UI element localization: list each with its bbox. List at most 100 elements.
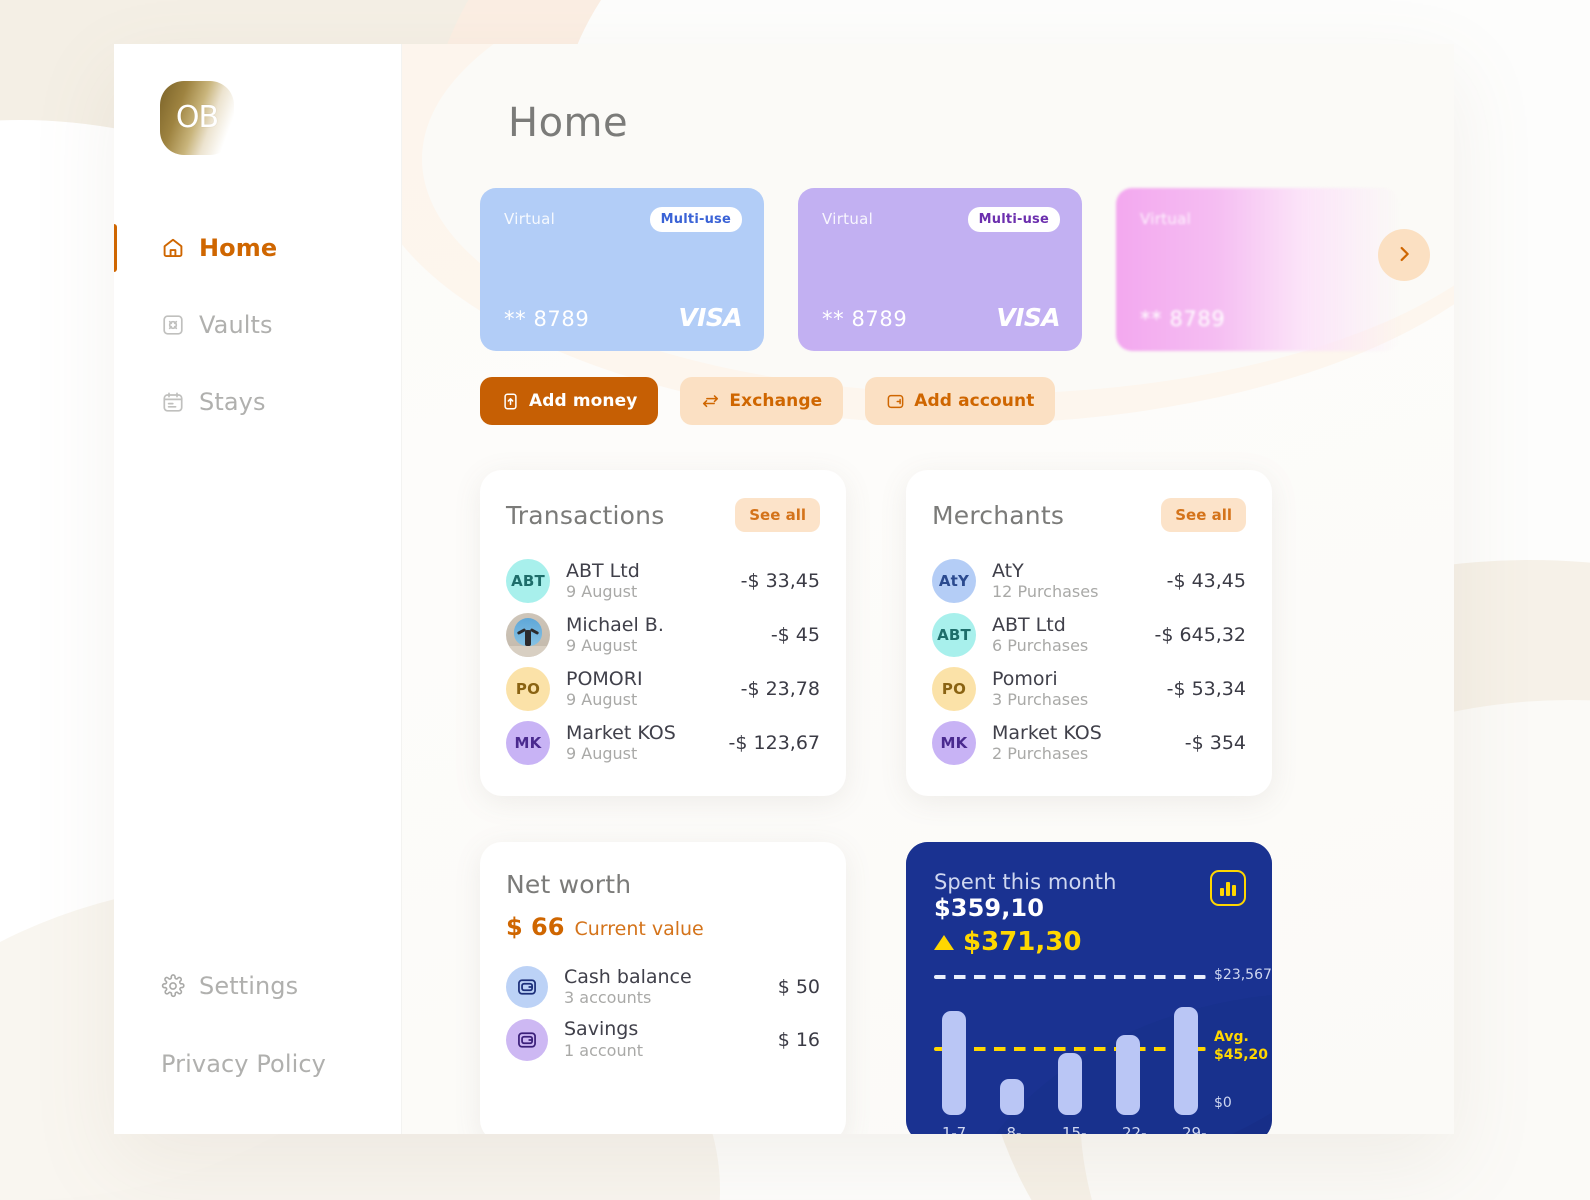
- payment-card[interactable]: Virtual Multi-use ** 8789 VISA: [798, 187, 1082, 351]
- spending-chart-inner: Spent this month $359,10 $371,30: [934, 870, 1272, 1134]
- add-account-button[interactable]: Add account: [865, 377, 1056, 425]
- transactions-title: Transactions: [506, 500, 665, 530]
- net-worth-title: Net worth: [506, 870, 632, 899]
- spent-this-month: Spent this month $359,10: [934, 870, 1210, 922]
- payment-card[interactable]: Virtual Multi-use ** 8789 VISA: [480, 187, 764, 351]
- chart-bar[interactable]: [1116, 1035, 1140, 1115]
- bar-chart-icon-bar: [1226, 882, 1230, 896]
- table-row[interactable]: PO POMORI 9 August -$ 23,78: [506, 662, 820, 716]
- merchant-amount: -$ 645,32: [1154, 624, 1246, 646]
- list-item-info: Cash balance 3 accounts: [564, 966, 762, 1008]
- spending-header: Spent this month $359,10 $371,30: [934, 870, 1246, 957]
- chart-bar[interactable]: [1058, 1053, 1082, 1115]
- card-number: ** 8789: [822, 306, 908, 331]
- exchange-icon: [701, 392, 720, 411]
- vault-icon: [161, 313, 185, 337]
- merchant-amount: -$ 43,45: [1166, 570, 1246, 592]
- transaction-name: Michael B.: [566, 613, 664, 636]
- add-money-button[interactable]: Add money: [480, 377, 659, 425]
- transaction-date: 9 August: [566, 744, 638, 764]
- chart-bar[interactable]: [1000, 1079, 1024, 1115]
- transaction-amount: -$ 23,78: [740, 678, 820, 700]
- merchants-panel: Merchants See all AtY AtY 12 Purchases -…: [906, 470, 1272, 796]
- add-account-icon: [886, 392, 905, 411]
- payment-card[interactable]: Virtual ** 8789: [1116, 187, 1400, 351]
- avatar: AtY: [932, 559, 976, 603]
- exchange-label: Exchange: [729, 391, 823, 411]
- chart-bars: [942, 975, 1198, 1115]
- transaction-amount: -$ 45: [770, 624, 820, 646]
- chart-x-label: 15-21: [1062, 1124, 1087, 1134]
- chart-average-label: Avg. $45,20: [1214, 1029, 1268, 1064]
- sidebar-item-label: Home: [199, 234, 278, 262]
- chart-bar[interactable]: [1174, 1007, 1198, 1115]
- table-row-info: Pomori 3 Purchases: [992, 668, 1151, 710]
- chevron-right-icon: [1393, 243, 1415, 268]
- transaction-amount: -$ 123,67: [728, 732, 820, 754]
- sidebar-item-settings[interactable]: Settings: [114, 962, 401, 1010]
- dashboard-grid: Transactions See all ABT ABT Ltd 9 Augus…: [480, 470, 1280, 1134]
- transaction-date: 9 August: [566, 690, 638, 710]
- merchant-name: ABT Ltd: [992, 613, 1066, 636]
- merchant-name: Market KOS: [992, 721, 1102, 744]
- table-row-info: Market KOS 2 Purchases: [992, 722, 1169, 764]
- merchant-name: Pomori: [992, 667, 1058, 690]
- table-row[interactable]: MK Market KOS 9 August -$ 123,67: [506, 716, 820, 770]
- sidebar-item-label: Privacy Policy: [161, 1050, 326, 1078]
- table-row[interactable]: ABT ABT Ltd 9 August -$ 33,45: [506, 554, 820, 608]
- add-account-label: Add account: [914, 391, 1035, 411]
- table-row[interactable]: ABT ABT Ltd 6 Purchases -$ 645,32: [932, 608, 1246, 662]
- app-logo-text: OB: [175, 100, 219, 135]
- sidebar-item-privacy-policy[interactable]: Privacy Policy: [114, 1040, 401, 1088]
- table-row[interactable]: Michael B. 9 August -$ 45: [506, 608, 820, 662]
- table-row-info: AtY 12 Purchases: [992, 560, 1151, 602]
- net-worth-header: Net worth: [506, 870, 820, 899]
- app-window: OB Home: [114, 44, 1454, 1134]
- table-row[interactable]: PO Pomori 3 Purchases -$ 53,34: [932, 662, 1246, 716]
- chart-average-title: Avg.: [1214, 1029, 1249, 1045]
- transaction-date: 9 August: [566, 582, 638, 602]
- page-title: Home: [508, 100, 629, 146]
- account-amount: $ 50: [777, 976, 820, 999]
- sidebar-item-vaults[interactable]: Vaults: [114, 301, 401, 349]
- spending-bar-chart: $23,567 Avg. $45,20 $0: [934, 967, 1272, 1115]
- delta-amount: $371,30: [963, 927, 1082, 957]
- transaction-name: ABT Ltd: [566, 559, 640, 582]
- table-row[interactable]: AtY AtY 12 Purchases -$ 43,45: [932, 554, 1246, 608]
- quick-actions: Add money Exchange: [480, 377, 1056, 425]
- account-name: Cash balance: [564, 966, 692, 988]
- merchant-amount: -$ 354: [1184, 732, 1246, 754]
- list-item[interactable]: Savings 1 account $ 16: [506, 1013, 820, 1065]
- carousel-next-button[interactable]: [1378, 229, 1430, 281]
- chart-x-label: 29-31: [1182, 1124, 1207, 1134]
- sidebar-item-label: Vaults: [199, 311, 273, 339]
- bar-chart-icon-button[interactable]: [1210, 870, 1246, 906]
- transactions-see-all-button[interactable]: See all: [735, 498, 820, 532]
- chart-y-zero-label: $0: [1214, 1095, 1232, 1111]
- sidebar: OB Home: [114, 44, 402, 1134]
- chart-bar[interactable]: [942, 1011, 966, 1115]
- app-logo[interactable]: OB: [160, 81, 234, 155]
- merchant-amount: -$ 53,34: [1166, 678, 1246, 700]
- account-amount: $ 16: [777, 1028, 820, 1051]
- chart-x-label: 8-14: [1006, 1124, 1022, 1134]
- sidebar-item-stays[interactable]: Stays: [114, 378, 401, 426]
- table-row[interactable]: MK Market KOS 2 Purchases -$ 354: [932, 716, 1246, 770]
- net-worth-amount: $ 66: [506, 913, 565, 941]
- account-count: 3 accounts: [564, 988, 652, 1008]
- list-item[interactable]: Cash balance 3 accounts $ 50: [506, 961, 820, 1013]
- chart-y-axis-labels: $23,567 Avg. $45,20 $0: [1214, 967, 1272, 1117]
- sidebar-item-home[interactable]: Home: [114, 224, 401, 272]
- table-row-info: Michael B. 9 August: [566, 614, 755, 656]
- merchants-see-all-button[interactable]: See all: [1161, 498, 1246, 532]
- merchant-purchases: 3 Purchases: [992, 690, 1089, 710]
- table-row-info: POMORI 9 August: [566, 668, 725, 710]
- sidebar-footer-nav: Settings Privacy Policy: [114, 962, 401, 1088]
- spending-summary: Spent this month $359,10 $371,30: [934, 870, 1210, 957]
- account-count: 1 account: [564, 1040, 644, 1060]
- exchange-button[interactable]: Exchange: [680, 377, 844, 425]
- card-number: ** 8789: [1140, 306, 1226, 331]
- bar-chart-icon-bar: [1232, 885, 1236, 896]
- avatar: ABT: [506, 559, 550, 603]
